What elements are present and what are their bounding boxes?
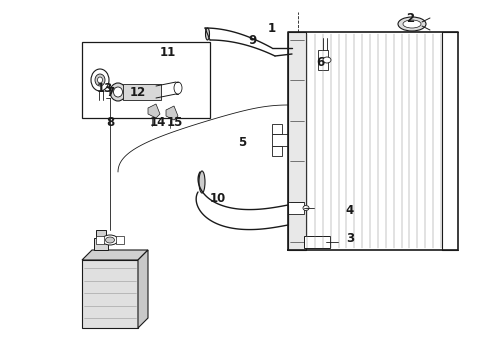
Bar — [94, 238, 108, 250]
Bar — [288, 202, 304, 214]
Text: 6: 6 — [316, 55, 324, 68]
Text: 5: 5 — [238, 135, 246, 149]
Ellipse shape — [403, 20, 421, 28]
Bar — [272, 134, 288, 146]
Text: 7: 7 — [106, 85, 114, 99]
Bar — [288, 32, 306, 250]
Bar — [96, 230, 106, 238]
Ellipse shape — [205, 28, 210, 40]
Bar — [318, 50, 328, 70]
Text: 15: 15 — [167, 116, 183, 129]
Text: 12: 12 — [130, 85, 146, 99]
Ellipse shape — [105, 237, 115, 243]
Ellipse shape — [102, 235, 118, 245]
Polygon shape — [82, 250, 148, 260]
Bar — [272, 146, 282, 156]
Ellipse shape — [174, 82, 182, 94]
Ellipse shape — [91, 69, 109, 91]
Text: 8: 8 — [106, 116, 114, 129]
Polygon shape — [82, 260, 138, 328]
Ellipse shape — [199, 171, 205, 193]
Ellipse shape — [110, 83, 126, 101]
Text: 2: 2 — [406, 12, 414, 24]
Bar — [304, 236, 330, 248]
Text: 3: 3 — [346, 231, 354, 244]
Bar — [82, 42, 210, 118]
Text: 9: 9 — [248, 33, 256, 46]
Polygon shape — [138, 250, 148, 328]
Bar — [123, 84, 161, 100]
Text: 13: 13 — [97, 81, 113, 94]
Text: 11: 11 — [160, 45, 176, 59]
Ellipse shape — [95, 74, 105, 86]
Ellipse shape — [98, 77, 102, 83]
Polygon shape — [166, 106, 178, 120]
Polygon shape — [148, 104, 160, 118]
Ellipse shape — [323, 57, 331, 63]
Text: 1: 1 — [268, 22, 276, 35]
Ellipse shape — [114, 87, 122, 97]
Text: 10: 10 — [210, 192, 226, 204]
Bar — [116, 236, 124, 244]
Text: 4: 4 — [346, 203, 354, 216]
Ellipse shape — [398, 17, 426, 31]
Text: 14: 14 — [150, 116, 166, 129]
Ellipse shape — [303, 206, 309, 211]
Bar — [272, 124, 282, 134]
Bar — [96, 236, 104, 244]
